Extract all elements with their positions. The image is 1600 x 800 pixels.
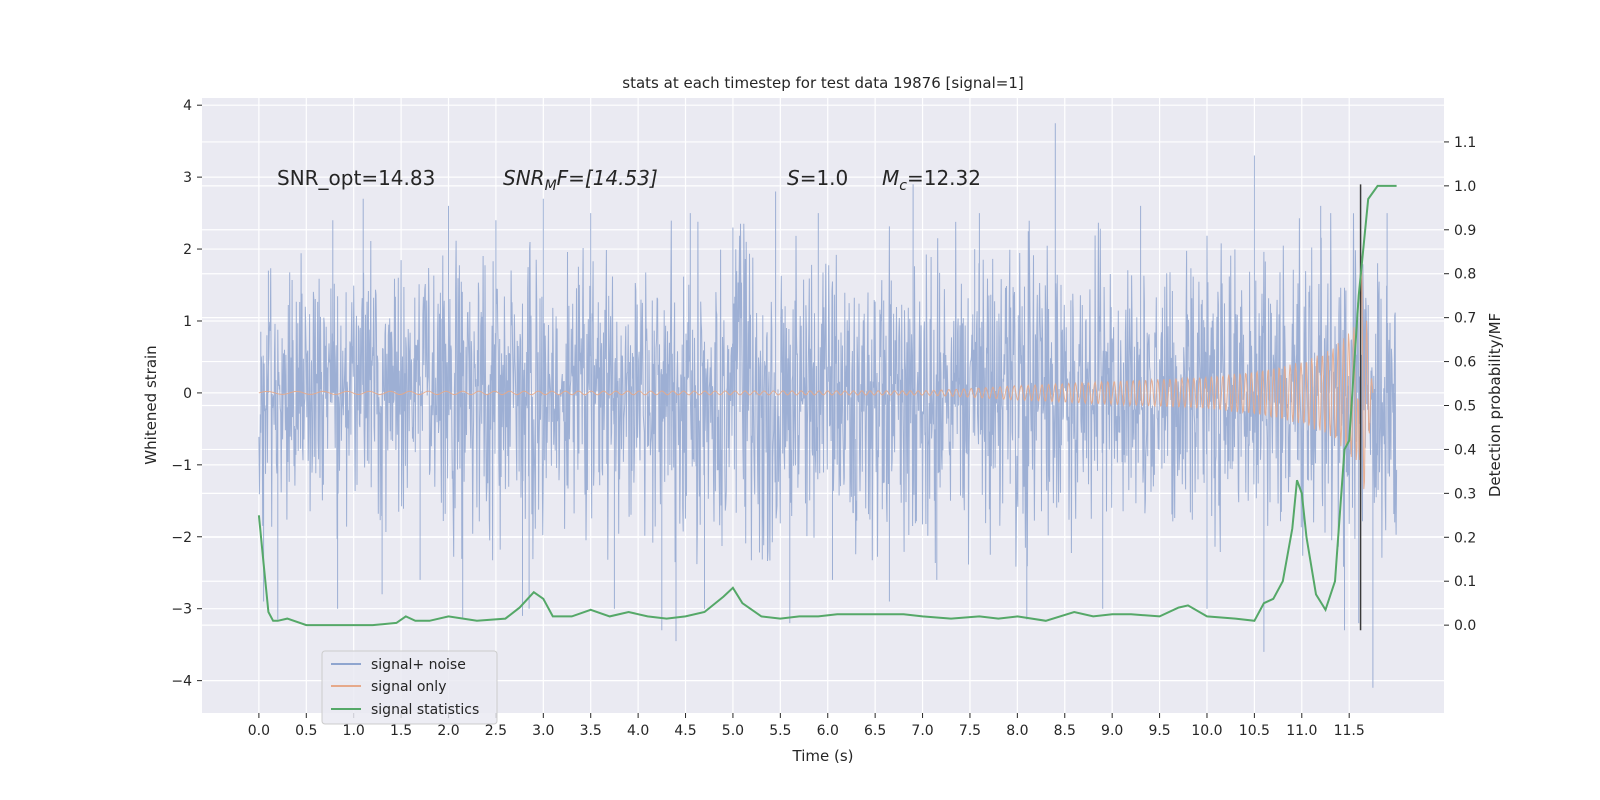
x-tick-label: 0.5 [295, 723, 317, 739]
y-tick-label-left: 0 [183, 386, 192, 402]
x-tick-label: 1.0 [343, 723, 365, 739]
y-tick-label-left: 2 [183, 242, 192, 258]
x-tick-label: 4.0 [627, 723, 649, 739]
series-signal-statistics [257, 184, 1397, 627]
chart-title: stats at each timestep for test data 198… [622, 74, 1023, 92]
x-tick-label: 8.0 [1006, 723, 1028, 739]
y-tick-label-left: 1 [183, 314, 192, 330]
annotation-snr-opt: SNR_opt=14.83 [277, 166, 435, 190]
y-tick-label-right: 0.0 [1454, 618, 1476, 634]
y-tick-label-right: 1.0 [1454, 179, 1476, 195]
y-axis-left-ticks: −4 −3 −2 −1 0 1 2 3 4 [171, 98, 202, 690]
y-tick-label-right: 0.8 [1454, 267, 1476, 283]
x-tick-label: 10.5 [1239, 723, 1270, 739]
legend-label-signal-noise: signal+ noise [371, 657, 466, 673]
x-axis-label: Time (s) [792, 747, 854, 765]
x-tick-label: 9.0 [1101, 723, 1123, 739]
x-tick-label: 5.0 [722, 723, 744, 739]
legend-label-signal-statistics: signal statistics [371, 702, 479, 718]
y-tick-label-right: 0.4 [1454, 442, 1476, 458]
x-tick-label: 6.5 [864, 723, 886, 739]
legend-label-signal-only: signal only [371, 679, 446, 695]
annotation-s: S=1.0 [787, 166, 848, 190]
x-tick-label: 2.0 [437, 723, 459, 739]
y-tick-label-right: 0.7 [1454, 311, 1476, 327]
x-tick-label: 4.5 [674, 723, 696, 739]
x-axis-ticks: 0.0 0.5 1.0 1.5 2.0 2.5 3.0 3.5 4.0 4.5 5.0 5.5 6.0 6… [248, 713, 1365, 739]
x-tick-label: 1.5 [390, 723, 412, 739]
y-tick-label-left: −1 [171, 458, 192, 474]
legend-box [321, 650, 498, 725]
y-tick-label-right: 0.5 [1454, 399, 1476, 415]
annotation-snr-mf: SNRMF=[14.53] [503, 166, 658, 194]
x-tick-label: 3.5 [580, 723, 602, 739]
y-tick-label-right: 0.2 [1454, 530, 1476, 546]
annotation-mc: Mc=12.32 [882, 166, 981, 194]
y-tick-label-right: 0.6 [1454, 355, 1476, 371]
y-tick-label-left: −2 [171, 530, 192, 546]
x-tick-label: 9.5 [1148, 723, 1170, 739]
y-tick-label-right: 0.9 [1454, 223, 1476, 239]
x-tick-label: 7.0 [911, 723, 933, 739]
x-tick-label: 3.0 [532, 723, 554, 739]
x-tick-label: 2.5 [485, 723, 507, 739]
x-tick-label: 11.5 [1334, 723, 1365, 739]
y-tick-label-left: −4 [171, 674, 192, 690]
x-tick-label: 0.0 [248, 723, 270, 739]
x-tick-label: 11.0 [1286, 723, 1317, 739]
y-axis-right-ticks: 0.0 0.1 0.2 0.3 0.4 0.5 0.6 0.7 0.8 0.9 1.0 1.1 [1444, 135, 1476, 634]
x-tick-label: 5.5 [769, 723, 791, 739]
y-tick-label-right: 0.3 [1454, 486, 1476, 502]
x-tick-label: 7.5 [959, 723, 981, 739]
legend: signal+ noise signal only signal statist… [321, 650, 498, 725]
x-tick-label: 10.0 [1191, 723, 1222, 739]
y-tick-label-right: 1.1 [1454, 135, 1476, 151]
y-tick-label-left: 3 [183, 170, 192, 186]
y-tick-label-left: −3 [171, 602, 192, 618]
x-tick-label: 8.5 [1054, 723, 1076, 739]
series-signal-noise [258, 123, 1398, 688]
y-tick-label-right: 0.1 [1454, 574, 1476, 590]
series-signal-only [258, 264, 1374, 490]
y-tick-label-left: 4 [183, 98, 192, 114]
y-axis-label-left: Whitened strain [142, 345, 160, 464]
x-tick-label: 6.0 [817, 723, 839, 739]
y-axis-label-right: Detection probability/MF [1486, 313, 1504, 497]
